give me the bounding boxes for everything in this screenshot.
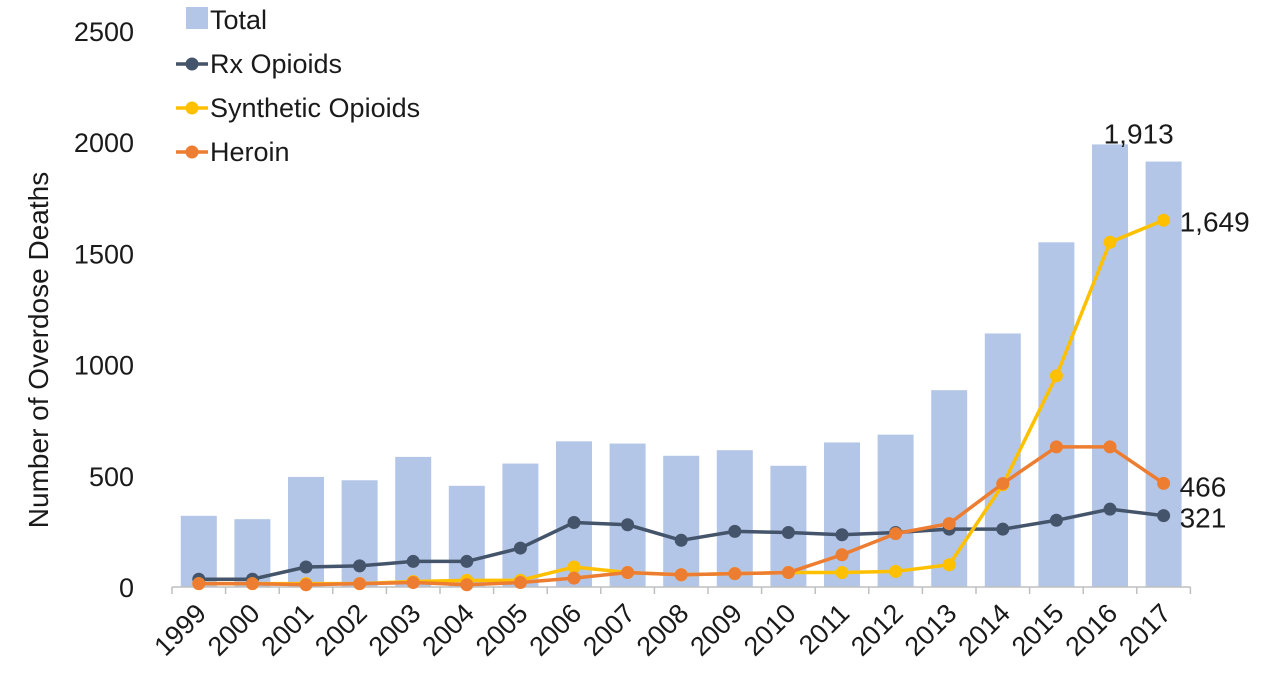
bar-2015: [1038, 242, 1075, 587]
x-tick-label-2002: 2002: [309, 598, 373, 662]
x-tick-label-2007: 2007: [577, 598, 641, 662]
legend-swatch-marker-rx-opioids: [185, 57, 199, 71]
point-heroin-1999: [192, 577, 206, 591]
x-tick-label-2013: 2013: [899, 598, 963, 662]
point-rx-opioids-2004: [460, 554, 474, 568]
point-heroin-2003: [406, 576, 420, 590]
bar-2012: [877, 434, 914, 587]
point-heroin-2012: [889, 527, 903, 541]
y-axis-label: Number of Overdose Deaths: [23, 172, 54, 528]
bar-2008: [663, 455, 700, 587]
lines-layer: [192, 213, 1171, 592]
legend-swatch-marker-heroin: [185, 145, 199, 159]
point-synthetic-opioids-2012: [889, 564, 903, 578]
legend-label-rx-opioids: Rx Opioids: [210, 49, 342, 79]
point-synthetic-opioids-2011: [835, 566, 849, 580]
point-heroin-2001: [299, 578, 313, 592]
point-rx-opioids-2017: [1157, 509, 1171, 523]
point-synthetic-opioids-2017: [1157, 213, 1171, 227]
x-tick-label-1999: 1999: [148, 598, 212, 662]
x-tick-label-2003: 2003: [363, 598, 427, 662]
x-tick-label-2017: 2017: [1113, 598, 1177, 662]
point-heroin-2014: [996, 477, 1010, 491]
point-rx-opioids-2003: [406, 554, 420, 568]
legend-swatch-marker-synthetic-opioids: [185, 101, 199, 115]
legend-label-heroin: Heroin: [210, 137, 290, 167]
y-tick-label-2000: 2000: [74, 128, 134, 158]
data-label-heroin-2017: 466: [1180, 471, 1227, 502]
point-rx-opioids-2016: [1103, 502, 1117, 516]
data-label-rx-opioids-2017: 321: [1180, 503, 1227, 534]
x-tick-label-2014: 2014: [952, 598, 1016, 662]
x-tick-label-2010: 2010: [738, 598, 802, 662]
x-tick-label-2011: 2011: [793, 598, 855, 660]
legend-label-synthetic-opioids: Synthetic Opioids: [210, 93, 420, 123]
x-tick-label-2016: 2016: [1060, 598, 1124, 662]
point-heroin-2007: [621, 566, 635, 580]
point-heroin-2013: [942, 517, 956, 531]
point-rx-opioids-2002: [353, 559, 367, 573]
data-label-synthetic-opioids-2017: 1,649: [1180, 206, 1250, 237]
point-heroin-2006: [567, 571, 581, 585]
x-tick-label-2001: 2001: [256, 598, 320, 662]
y-tick-label-1500: 1500: [74, 239, 134, 269]
point-heroin-2016: [1103, 440, 1117, 454]
point-heroin-2009: [728, 567, 742, 581]
x-tick-label-2009: 2009: [684, 598, 748, 662]
x-tick-label-2005: 2005: [470, 598, 534, 662]
bar-2009: [716, 450, 753, 587]
point-synthetic-opioids-2016: [1103, 235, 1117, 249]
point-rx-opioids-2006: [567, 516, 581, 530]
data-label-total-2017: 1,913: [1104, 119, 1174, 150]
bar-2007: [609, 443, 646, 587]
legend: Total Rx Opioids Synthetic Opioids Heroin: [176, 5, 420, 167]
point-rx-opioids-2015: [1049, 513, 1063, 527]
point-heroin-2017: [1157, 476, 1171, 490]
bar-2004: [448, 485, 485, 587]
point-synthetic-opioids-2015: [1049, 369, 1063, 383]
y-tick-label-0: 0: [119, 573, 134, 603]
point-rx-opioids-2007: [621, 518, 635, 532]
point-heroin-2000: [245, 577, 259, 591]
legend-label-total: Total: [210, 5, 267, 35]
x-tick-label-2012: 2012: [845, 598, 909, 662]
bars-layer: [180, 144, 1182, 587]
y-tick-label-500: 500: [89, 462, 134, 492]
point-rx-opioids-2009: [728, 524, 742, 538]
point-heroin-2005: [513, 576, 527, 590]
point-synthetic-opioids-2006: [567, 560, 581, 574]
point-heroin-2002: [353, 577, 367, 591]
y-tick-label-1000: 1000: [74, 351, 134, 381]
bar-2016: [1092, 144, 1128, 587]
x-tick-label-2000: 2000: [202, 598, 266, 662]
point-rx-opioids-2005: [513, 541, 527, 555]
bar-2011: [824, 442, 860, 587]
y-tick-label-2500: 2500: [74, 17, 134, 47]
point-heroin-2010: [781, 566, 795, 580]
point-heroin-2015: [1049, 440, 1063, 454]
bar-2013: [931, 390, 968, 587]
x-tick-label-2006: 2006: [524, 598, 588, 662]
x-tick-label-2004: 2004: [416, 598, 480, 662]
point-rx-opioids-2010: [781, 526, 795, 540]
point-rx-opioids-2011: [835, 528, 849, 542]
point-heroin-2004: [460, 578, 474, 592]
legend-swatch-total: [186, 7, 208, 29]
x-tick-label-2015: 2015: [1006, 598, 1070, 662]
point-synthetic-opioids-2013: [942, 558, 956, 572]
point-heroin-2008: [674, 568, 688, 582]
point-heroin-2011: [835, 548, 849, 562]
point-rx-opioids-2001: [299, 560, 313, 574]
x-tick-label-2008: 2008: [631, 598, 695, 662]
point-rx-opioids-2008: [674, 533, 688, 547]
bar-2005: [502, 463, 539, 587]
point-rx-opioids-2014: [996, 522, 1010, 536]
